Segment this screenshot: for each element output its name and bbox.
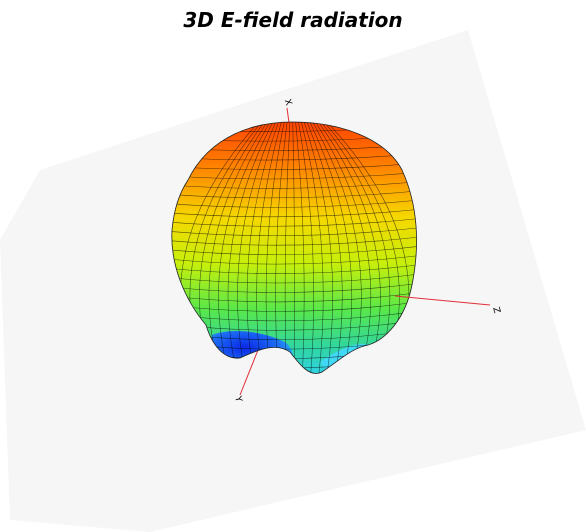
mesh-latitude-line [171, 272, 417, 284]
mesh-latitude-line [171, 290, 417, 303]
y-axis-line [239, 349, 259, 396]
mesh-longitude-line [237, 122, 277, 374]
y-axis-label: Y [232, 394, 243, 403]
mesh-latitude-line [171, 189, 417, 199]
plot-title: 3D E-field radiation [183, 8, 403, 32]
mesh-longitude-line [303, 122, 333, 374]
mesh-longitude-line [227, 122, 275, 374]
mesh-latitude-line [171, 198, 417, 208]
mesh-longitude-line [305, 122, 343, 374]
mesh-longitude-line [311, 122, 362, 374]
mesh-latitude-line [171, 235, 417, 246]
mesh-longitude-line [275, 122, 288, 374]
mesh-latitude-line [171, 244, 417, 255]
mesh-latitude-line [171, 226, 417, 236]
mesh-longitude-line [284, 122, 291, 374]
mesh-longitude-line [300, 122, 324, 374]
z-axis-line [394, 295, 491, 306]
mesh-latitude-line [171, 171, 417, 180]
mesh-longitude-line [246, 122, 280, 374]
mesh-longitude-line [308, 122, 353, 374]
mesh-latitude-line [171, 253, 417, 265]
mesh-longitude-line [292, 122, 295, 374]
z-axis-label: Z [490, 306, 501, 315]
mesh-latitude-line [171, 180, 417, 189]
mesh-latitude-line [171, 281, 417, 293]
mesh-longitude-line [265, 122, 285, 374]
surface-outline [171, 121, 417, 374]
mesh-longitude-line [256, 122, 283, 374]
mesh-longitude-line [295, 122, 305, 374]
mesh-latitude-line [171, 263, 417, 274]
x-axis-label: X [282, 98, 293, 107]
mesh-longitude-line [297, 122, 314, 374]
mesh-latitude-line [171, 207, 417, 218]
mesh-longitude-line [218, 122, 272, 374]
